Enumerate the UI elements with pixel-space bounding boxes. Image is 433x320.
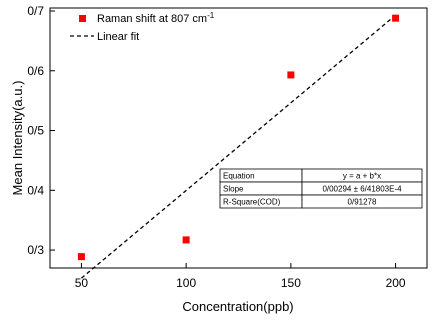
fit-table-label: R-Square(COD) bbox=[223, 198, 281, 207]
data-points bbox=[77, 14, 400, 261]
legend-label-raman: Raman shift at 807 cm-1 bbox=[97, 11, 215, 25]
x-tick-label: 150 bbox=[281, 276, 301, 290]
plot-frame bbox=[49, 7, 428, 269]
y-tick-label: 0/7 bbox=[27, 4, 44, 18]
y-tick-label: 0/4 bbox=[27, 183, 44, 197]
data-point bbox=[287, 71, 295, 79]
fit-line-layer bbox=[80, 14, 397, 279]
fit-table-value: 0/00294 ± 6/41803E-4 bbox=[322, 185, 402, 194]
y-tick-label: 0/3 bbox=[27, 243, 44, 257]
x-tick-label: 50 bbox=[75, 276, 89, 290]
legend: Raman shift at 807 cm-1 Linear fit bbox=[70, 11, 215, 43]
fit-table-value: 0/91278 bbox=[348, 198, 377, 207]
data-point bbox=[182, 236, 190, 244]
y-tick-label: 0/6 bbox=[27, 64, 44, 78]
y-axis-ticks: 0/3 0/4 0/5 0/6 0/7 bbox=[27, 4, 55, 257]
fit-table-value: y = a + b*x bbox=[343, 172, 381, 181]
fit-table-label: Slope bbox=[223, 185, 244, 194]
y-tick-label: 0/5 bbox=[27, 124, 44, 138]
legend-marker-raman bbox=[79, 15, 86, 22]
legend-label-fit: Linear fit bbox=[97, 31, 139, 43]
x-axis-ticks: 50 100 150 200 bbox=[75, 263, 406, 290]
y-axis-title: Mean Intensity(a.u.) bbox=[10, 81, 25, 196]
x-tick-label: 100 bbox=[176, 276, 196, 290]
linear-fit-line bbox=[80, 14, 397, 279]
fit-table-label: Equation bbox=[223, 172, 255, 181]
data-point bbox=[77, 253, 85, 261]
fit-table-cell bbox=[301, 194, 423, 209]
x-tick-label: 200 bbox=[386, 276, 406, 290]
data-point bbox=[392, 14, 400, 22]
x-axis-title: Concentration(ppb) bbox=[182, 299, 293, 314]
fit-table: Equation y = a + b*x Slope 0/00294 ± 6/4180… bbox=[219, 168, 423, 209]
